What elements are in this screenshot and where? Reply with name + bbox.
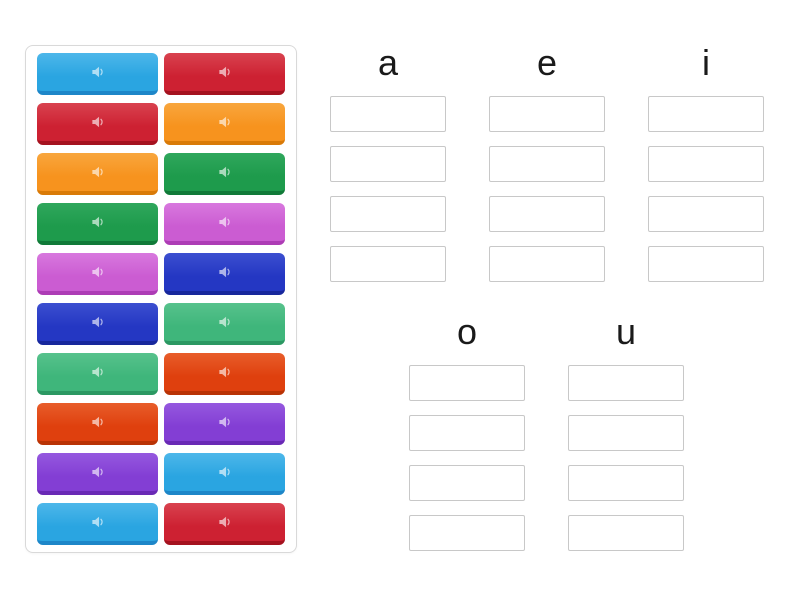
speaker-icon [91,516,103,528]
audio-tile[interactable] [164,403,285,445]
audio-tile[interactable] [37,453,158,495]
speaker-icon [218,66,230,78]
audio-tile[interactable] [37,353,158,395]
speaker-icon [91,366,103,378]
audio-tile[interactable] [164,53,285,95]
drop-slot[interactable] [489,146,605,182]
drop-slot[interactable] [648,196,764,232]
drop-slot[interactable] [648,96,764,132]
speaker-icon [218,216,230,228]
drop-slot[interactable] [568,465,684,501]
drop-slot[interactable] [568,415,684,451]
audio-tile[interactable] [164,453,285,495]
audio-tile[interactable] [37,203,158,245]
speaker-icon [218,416,230,428]
audio-tile[interactable] [164,303,285,345]
speaker-icon [91,166,103,178]
drop-slot[interactable] [330,146,446,182]
speaker-icon [91,116,103,128]
drop-slot[interactable] [330,196,446,232]
drop-slot[interactable] [489,246,605,282]
speaker-icon [218,116,230,128]
audio-tile[interactable] [37,53,158,95]
audio-tile[interactable] [37,153,158,195]
speaker-icon [218,516,230,528]
group-label: u [615,311,637,352]
drop-slot[interactable] [489,96,605,132]
answer-group: e [489,45,605,296]
group-label: a [377,42,399,83]
audio-tile-panel [25,45,297,553]
drop-slot[interactable] [409,365,525,401]
audio-tile[interactable] [164,503,285,545]
speaker-icon [91,216,103,228]
speaker-icon [218,316,230,328]
group-label: i [702,42,710,83]
group-label: o [456,311,478,352]
speaker-icon [218,466,230,478]
drop-slot[interactable] [648,246,764,282]
drop-slot[interactable] [568,365,684,401]
audio-tile[interactable] [164,253,285,295]
drop-slot[interactable] [489,196,605,232]
group-label: e [536,42,558,83]
audio-tile[interactable] [37,503,158,545]
audio-tile[interactable] [37,403,158,445]
answer-group: i [648,45,764,296]
audio-tile[interactable] [164,353,285,395]
answer-group: u [568,314,684,565]
drop-slot[interactable] [409,515,525,551]
audio-tile[interactable] [37,103,158,145]
drop-slot[interactable] [409,465,525,501]
audio-tile[interactable] [164,103,285,145]
speaker-icon [218,266,230,278]
drop-slot[interactable] [330,246,446,282]
drop-slot[interactable] [330,96,446,132]
answer-group: o [409,314,525,565]
speaker-icon [91,66,103,78]
speaker-icon [91,416,103,428]
drop-slot[interactable] [568,515,684,551]
audio-tile[interactable] [164,153,285,195]
audio-tile[interactable] [164,203,285,245]
speaker-icon [91,266,103,278]
speaker-icon [218,366,230,378]
answer-group: a [330,45,446,296]
audio-tile[interactable] [37,253,158,295]
drop-slot[interactable] [409,415,525,451]
speaker-icon [91,316,103,328]
speaker-icon [91,466,103,478]
audio-tile[interactable] [37,303,158,345]
speaker-icon [218,166,230,178]
drop-slot[interactable] [648,146,764,182]
